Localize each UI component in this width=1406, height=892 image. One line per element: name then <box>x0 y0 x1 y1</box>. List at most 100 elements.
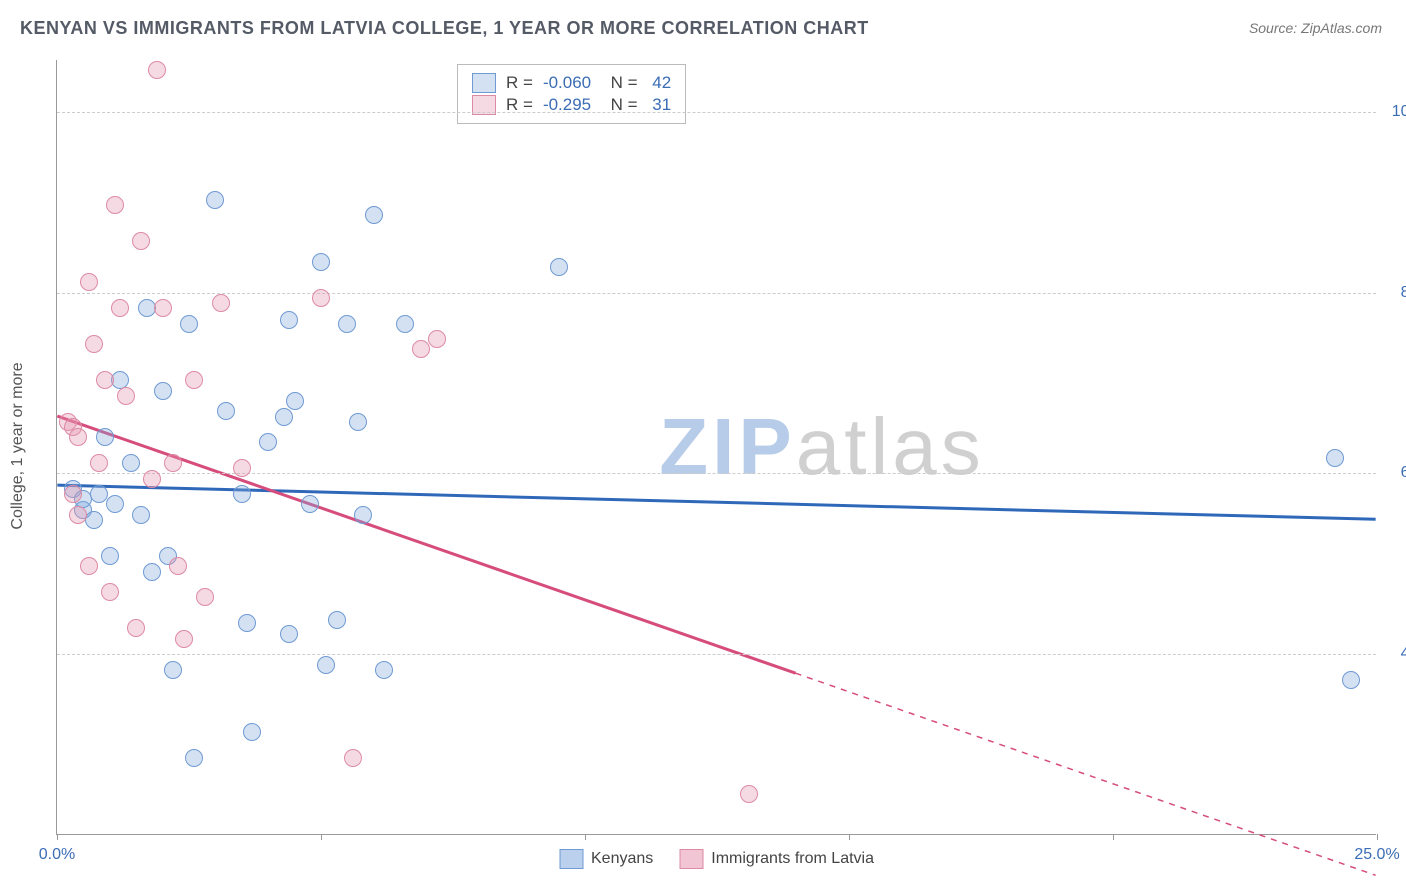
data-point <box>69 428 87 446</box>
data-point <box>317 656 335 674</box>
trend-line <box>57 485 1375 519</box>
data-point <box>275 408 293 426</box>
data-point <box>280 311 298 329</box>
data-point <box>375 661 393 679</box>
data-point <box>127 619 145 637</box>
x-tick-mark <box>1377 834 1378 840</box>
data-point <box>85 335 103 353</box>
data-point <box>185 749 203 767</box>
source-label: Source: ZipAtlas.com <box>1249 20 1382 36</box>
data-point <box>169 557 187 575</box>
legend-row: R = -0.060 N = 42 <box>472 73 671 93</box>
data-point <box>206 191 224 209</box>
data-point <box>96 428 114 446</box>
x-tick-label: 25.0% <box>1354 846 1399 864</box>
data-point <box>164 661 182 679</box>
legend-swatch <box>472 73 496 93</box>
data-point <box>64 485 82 503</box>
watermark-part2: atlas <box>796 402 985 491</box>
data-point <box>1326 449 1344 467</box>
legend-r-label: R = <box>506 73 533 93</box>
data-point <box>111 299 129 317</box>
data-point <box>175 630 193 648</box>
legend-n-label: N = <box>601 73 637 93</box>
data-point <box>338 315 356 333</box>
data-point <box>132 232 150 250</box>
data-point <box>117 387 135 405</box>
series-legend: Kenyans Immigrants from Latvia <box>559 849 874 869</box>
y-axis-title: College, 1 year or more <box>9 362 27 529</box>
y-tick-label: 47.5% <box>1386 645 1406 663</box>
data-point <box>90 485 108 503</box>
gridline-h <box>57 112 1376 113</box>
legend-label: Immigrants from Latvia <box>711 850 874 868</box>
trend-line-extrapolated <box>796 673 1376 875</box>
data-point <box>328 611 346 629</box>
data-point <box>143 563 161 581</box>
data-point <box>90 454 108 472</box>
x-tick-label: 0.0% <box>39 846 75 864</box>
x-tick-mark <box>585 834 586 840</box>
legend-swatch <box>679 849 703 869</box>
data-point <box>164 454 182 472</box>
data-point <box>740 785 758 803</box>
data-point <box>80 273 98 291</box>
data-point <box>412 340 430 358</box>
data-point <box>550 258 568 276</box>
plot-area: ZIPatlas R = -0.060 N = 42R = -0.295 N =… <box>56 60 1376 835</box>
y-tick-label: 100.0% <box>1386 103 1406 121</box>
data-point <box>243 723 261 741</box>
data-point <box>154 299 172 317</box>
data-point <box>1342 671 1360 689</box>
watermark: ZIPatlas <box>659 401 984 493</box>
trend-lines <box>57 60 1376 834</box>
y-tick-label: 65.0% <box>1386 464 1406 482</box>
gridline-h <box>57 654 1376 655</box>
data-point <box>233 459 251 477</box>
data-point <box>154 382 172 400</box>
gridline-h <box>57 293 1376 294</box>
data-point <box>312 253 330 271</box>
x-tick-mark <box>849 834 850 840</box>
legend-item: Kenyans <box>559 849 653 869</box>
legend-r-value: -0.060 <box>543 73 591 93</box>
data-point <box>238 614 256 632</box>
data-point <box>106 495 124 513</box>
data-point <box>217 402 235 420</box>
legend-swatch <box>559 849 583 869</box>
data-point <box>280 625 298 643</box>
data-point <box>80 557 98 575</box>
legend-n-value: 42 <box>648 73 672 93</box>
correlation-legend: R = -0.060 N = 42R = -0.295 N = 31 <box>457 64 686 124</box>
data-point <box>233 485 251 503</box>
data-point <box>259 433 277 451</box>
x-tick-mark <box>1113 834 1114 840</box>
data-point <box>428 330 446 348</box>
data-point <box>344 749 362 767</box>
data-point <box>365 206 383 224</box>
data-point <box>180 315 198 333</box>
data-point <box>349 413 367 431</box>
legend-item: Immigrants from Latvia <box>679 849 874 869</box>
data-point <box>85 511 103 529</box>
data-point <box>185 371 203 389</box>
data-point <box>69 506 87 524</box>
legend-label: Kenyans <box>591 850 653 868</box>
chart-title: KENYAN VS IMMIGRANTS FROM LATVIA COLLEGE… <box>20 18 869 39</box>
gridline-h <box>57 473 1376 474</box>
data-point <box>122 454 140 472</box>
data-point <box>106 196 124 214</box>
data-point <box>354 506 372 524</box>
data-point <box>286 392 304 410</box>
data-point <box>148 61 166 79</box>
x-tick-mark <box>57 834 58 840</box>
x-tick-mark <box>321 834 322 840</box>
y-tick-label: 82.5% <box>1386 284 1406 302</box>
data-point <box>101 547 119 565</box>
data-point <box>96 371 114 389</box>
data-point <box>212 294 230 312</box>
data-point <box>312 289 330 307</box>
data-point <box>301 495 319 513</box>
data-point <box>143 470 161 488</box>
data-point <box>132 506 150 524</box>
